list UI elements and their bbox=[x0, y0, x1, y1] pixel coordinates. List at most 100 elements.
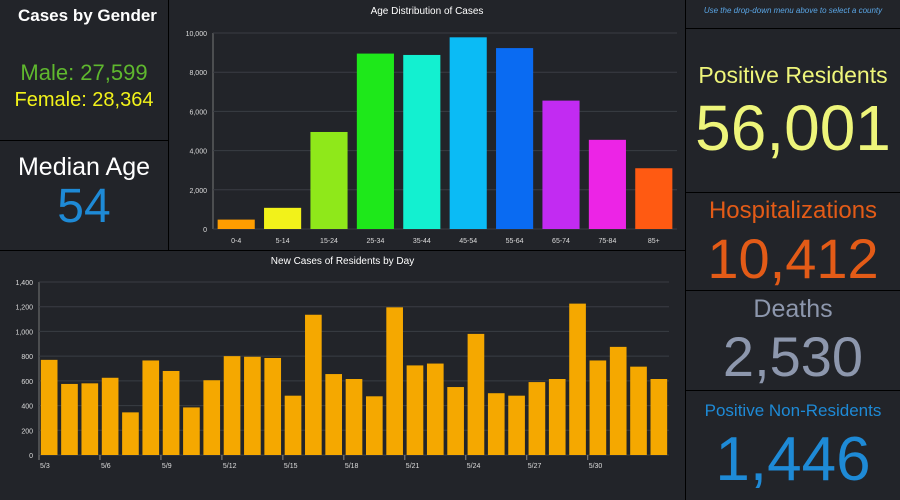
daily-cases-chart: 0 200 400 600 800 1,000 1,200 1,400 5/3 5/6 5/9 5/1… bbox=[15, 280, 669, 470]
age-bar bbox=[264, 207, 302, 229]
deaths-label: Deaths bbox=[753, 295, 833, 323]
daily-chart-title: New Cases of Residents by Day bbox=[270, 256, 415, 267]
daily-bar bbox=[426, 363, 444, 455]
gender-panel: Cases by Gender Male: 27,599 Female: 28,… bbox=[0, 0, 168, 140]
daily-bar bbox=[487, 393, 505, 455]
hospitalizations-value: 10,412 bbox=[707, 227, 879, 290]
daily-x-tick-label: 5/27 bbox=[528, 463, 542, 470]
daily-bar bbox=[162, 370, 180, 455]
daily-bar bbox=[589, 360, 607, 455]
daily-bar bbox=[345, 379, 363, 455]
daily-bar bbox=[81, 383, 99, 455]
age-bar bbox=[588, 139, 626, 229]
daily-bar bbox=[467, 333, 485, 455]
daily-x-tick-label: 5/15 bbox=[284, 463, 298, 470]
daily-x-tick-label: 5/30 bbox=[589, 463, 603, 470]
age-x-tick-label: 35-44 bbox=[413, 238, 431, 245]
age-x-tick-label: 15-24 bbox=[320, 238, 338, 245]
daily-bar bbox=[203, 380, 221, 455]
daily-bar bbox=[365, 396, 383, 455]
daily-y-tick-label: 400 bbox=[21, 404, 33, 411]
positive-residents-value: 56,001 bbox=[695, 92, 891, 164]
county-select-note: Use the drop-down menu above to select a… bbox=[703, 6, 883, 15]
daily-y-tick-label: 200 bbox=[21, 428, 33, 435]
age-chart-title: Age Distribution of Cases bbox=[370, 6, 484, 17]
median-age-label: Median Age bbox=[17, 153, 151, 181]
daily-bar bbox=[183, 407, 200, 455]
daily-bar bbox=[325, 374, 343, 455]
age-bar bbox=[217, 219, 255, 229]
age-x-tick-label: 55-64 bbox=[506, 238, 524, 245]
non-residents-panel: Positive Non-Residents 1,446 bbox=[686, 391, 900, 500]
daily-x-tick-label: 5/6 bbox=[101, 463, 111, 470]
daily-y-tick-label: 1,000 bbox=[15, 329, 33, 336]
age-y-tick-label: 6,000 bbox=[189, 109, 207, 116]
daily-cases-panel: New Cases of Residents by Day 0 200 400 600… bbox=[0, 251, 685, 500]
gender-title: Cases by Gender bbox=[18, 6, 157, 25]
median-age-panel: Median Age 54 bbox=[0, 141, 168, 250]
daily-bar bbox=[122, 412, 139, 455]
age-bar bbox=[496, 48, 534, 230]
daily-bar bbox=[508, 395, 525, 455]
daily-bar bbox=[101, 377, 119, 455]
non-residents-value: 1,446 bbox=[715, 425, 871, 494]
hospitalizations-panel: Hospitalizations 10,412 bbox=[686, 193, 900, 290]
age-y-tick-label: 0 bbox=[203, 227, 207, 234]
median-age-value: 54 bbox=[57, 180, 111, 233]
daily-y-tick-label: 800 bbox=[21, 354, 33, 361]
male-count: Male: 27,599 bbox=[20, 60, 148, 85]
age-bar bbox=[542, 100, 580, 230]
daily-bar bbox=[223, 356, 241, 455]
deaths-value: 2,530 bbox=[722, 325, 864, 388]
age-distribution-chart: 0 2,000 4,000 6,000 8,000 10,000 0-4 5-14 15-24 2… bbox=[186, 31, 677, 245]
positive-residents-panel: Positive Residents 56,001 bbox=[686, 29, 900, 192]
daily-bar bbox=[386, 307, 403, 455]
daily-bar bbox=[548, 379, 566, 455]
age-y-tick-label: 4,000 bbox=[189, 149, 207, 156]
daily-bar bbox=[305, 314, 322, 455]
daily-x-tick-label: 5/18 bbox=[345, 463, 359, 470]
female-count: Female: 28,364 bbox=[14, 89, 154, 111]
daily-bar bbox=[142, 360, 160, 455]
daily-bar bbox=[569, 303, 586, 455]
daily-bar bbox=[650, 379, 668, 455]
daily-y-tick-label: 600 bbox=[21, 379, 33, 386]
daily-x-tick-label: 5/12 bbox=[223, 463, 237, 470]
daily-x-tick-label: 5/3 bbox=[40, 463, 50, 470]
age-x-tick-label: 25-34 bbox=[366, 238, 384, 245]
daily-bar bbox=[264, 357, 282, 455]
age-bar bbox=[403, 54, 441, 230]
deaths-panel: Deaths 2,530 bbox=[686, 291, 900, 390]
age-x-tick-label: 45-54 bbox=[459, 238, 477, 245]
age-bar bbox=[635, 168, 673, 229]
age-distribution-panel: Age Distribution of Cases 0 2,000 4,000 6,0… bbox=[169, 0, 685, 250]
daily-y-tick-label: 1,400 bbox=[15, 280, 33, 287]
age-y-tick-label: 10,000 bbox=[186, 31, 208, 38]
age-x-tick-label: 85+ bbox=[648, 238, 660, 245]
daily-bar bbox=[406, 365, 424, 455]
age-bar bbox=[356, 53, 394, 229]
county-note-panel: Use the drop-down menu above to select a… bbox=[686, 0, 900, 28]
daily-bar bbox=[61, 383, 78, 455]
age-x-tick-label: 65-74 bbox=[552, 238, 570, 245]
age-y-tick-label: 8,000 bbox=[189, 70, 207, 77]
age-x-tick-label: 5-14 bbox=[276, 238, 290, 245]
daily-y-tick-label: 1,200 bbox=[15, 305, 33, 312]
age-bar bbox=[310, 131, 348, 229]
positive-residents-label: Positive Residents bbox=[698, 62, 888, 88]
age-x-tick-label: 75-84 bbox=[598, 238, 616, 245]
daily-bar bbox=[244, 356, 261, 455]
age-bar bbox=[449, 37, 487, 230]
daily-bar bbox=[528, 382, 546, 455]
daily-bar bbox=[447, 387, 464, 455]
hospitalizations-label: Hospitalizations bbox=[708, 197, 878, 224]
daily-bar bbox=[284, 395, 302, 455]
daily-bar bbox=[609, 346, 627, 455]
daily-y-tick-label: 0 bbox=[29, 453, 33, 460]
age-x-tick-label: 0-4 bbox=[231, 238, 241, 245]
daily-x-tick-label: 5/24 bbox=[467, 463, 481, 470]
daily-bar bbox=[40, 359, 58, 455]
daily-bar bbox=[630, 366, 647, 455]
non-residents-label: Positive Non-Residents bbox=[704, 401, 882, 420]
daily-x-tick-label: 5/21 bbox=[406, 463, 420, 470]
